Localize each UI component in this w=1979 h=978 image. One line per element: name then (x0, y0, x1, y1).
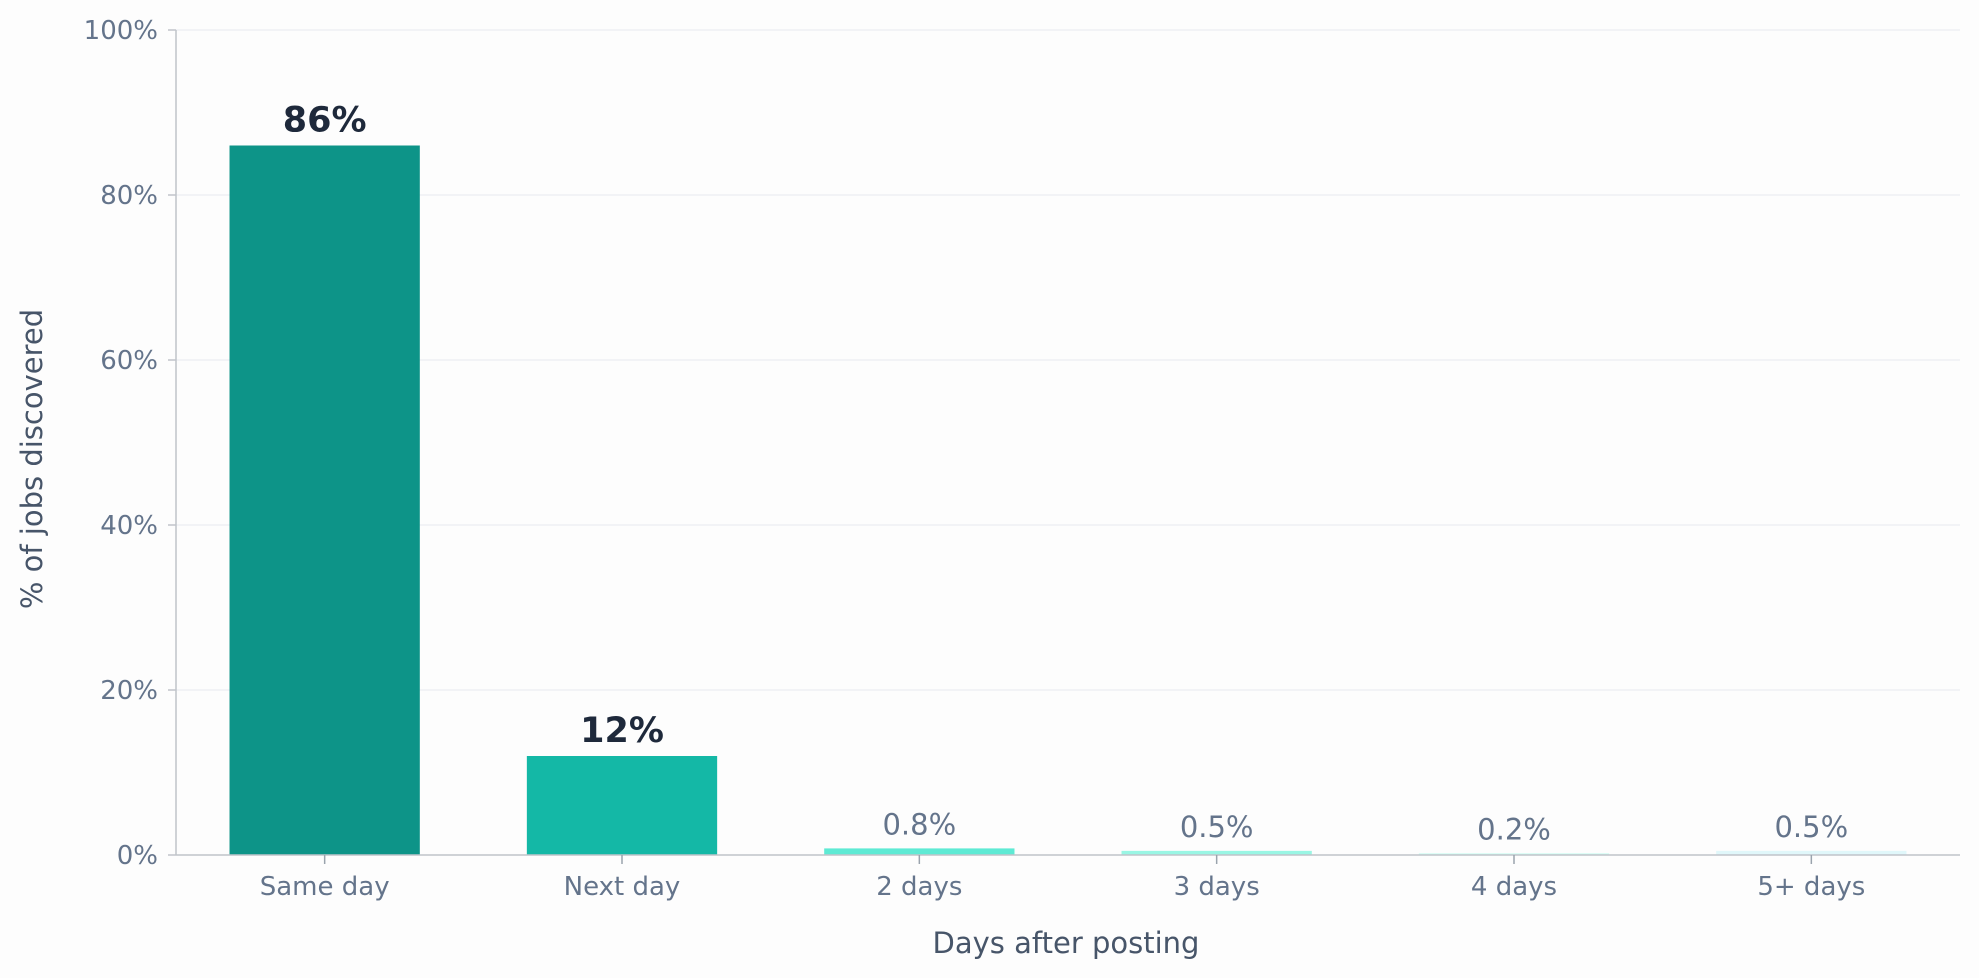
y-tick-label: 40% (100, 511, 158, 541)
y-tick-label: 0% (117, 841, 158, 871)
bar (229, 145, 420, 855)
bars (229, 145, 1907, 855)
x-tick-label: 2 days (876, 872, 962, 902)
data-label: 0.2% (1477, 812, 1551, 846)
data-label: 12% (580, 711, 664, 751)
y-tick-label: 100% (84, 16, 158, 46)
x-axis-title: Days after posting (933, 926, 1200, 960)
data-label: 0.5% (1774, 810, 1848, 844)
bar (526, 756, 718, 855)
data-label: 0.8% (882, 807, 956, 841)
x-tick-label: Next day (564, 872, 681, 902)
bar (1418, 853, 1610, 855)
bar (1121, 850, 1312, 855)
data-label: 86% (283, 101, 367, 141)
axes (175, 30, 1960, 856)
x-ticks: Same day Next day 2 days 3 days 4 days 5+ day… (260, 855, 1865, 902)
y-tick-label: 60% (100, 346, 158, 376)
data-labels: 86% 12% 0.8% 0.5% 0.2% 0.5% (283, 101, 1848, 847)
y-axis-title: % of jobs discovered (15, 309, 49, 609)
y-ticks: 0% 20% 40% 60% 80% 100% (84, 16, 176, 871)
x-tick-label: 3 days (1174, 872, 1260, 902)
bar (1716, 850, 1907, 855)
data-label: 0.5% (1180, 810, 1254, 844)
x-tick-label: Same day (260, 872, 390, 902)
bar (824, 848, 1015, 855)
y-tick-label: 20% (100, 676, 158, 706)
x-tick-label: 4 days (1471, 872, 1557, 902)
y-tick-label: 80% (100, 181, 158, 211)
gridlines (176, 29, 1960, 691)
x-tick-label: 5+ days (1757, 872, 1865, 902)
